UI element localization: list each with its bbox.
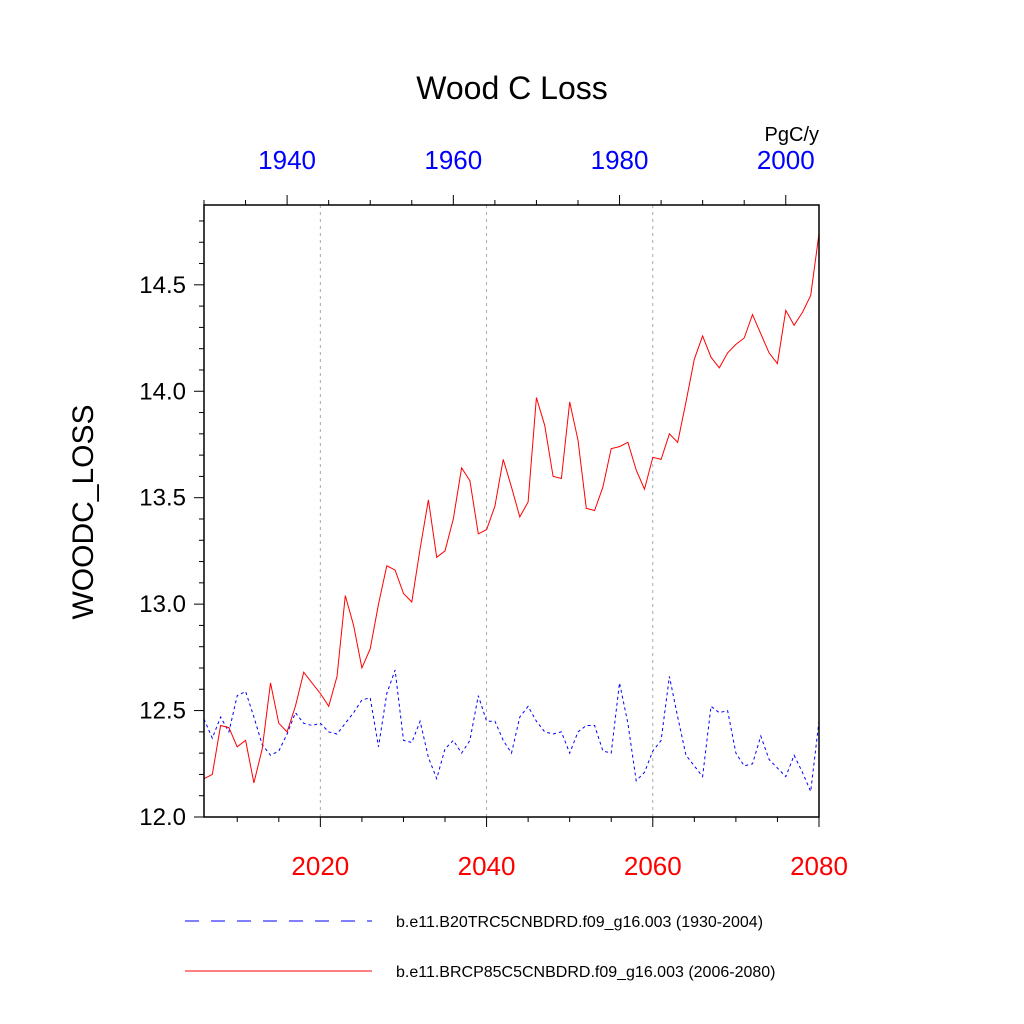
y-axis-label: WOODC_LOSS: [67, 404, 100, 619]
top-tick-label: 2000: [757, 145, 815, 175]
series-line-1: [203, 669, 820, 794]
plot-frame: [203, 204, 820, 818]
top-axis: 1940 1960 1980 2000: [203, 145, 815, 205]
top-tick-label: 1960: [424, 145, 482, 175]
bottom-tick-label: 2020: [291, 851, 349, 881]
bottom-axis: 2020 2040 2060 2080: [236, 817, 848, 881]
bottom-tick-label: 2040: [458, 851, 516, 881]
y-axis: 12.0 12.5 13.0 13.5 14.0 14.5: [139, 220, 204, 831]
legend: b.e11.B20TRC5CNBDRD.f09_g16.003 (1930-20…: [185, 914, 775, 981]
y-tick-label: 13.5: [139, 485, 186, 512]
y-tick-label: 14.0: [139, 378, 186, 405]
y-tick-label: 14.5: [139, 272, 186, 299]
bottom-tick-label: 2080: [790, 851, 848, 881]
top-tick-label: 1940: [258, 145, 316, 175]
series-group: [203, 233, 820, 794]
y-tick-label: 13.0: [139, 591, 186, 618]
units-label: PgC/y: [765, 124, 819, 146]
chart-title: Wood C Loss: [416, 70, 608, 106]
legend-label-1: b.e11.B20TRC5CNBDRD.f09_g16.003 (1930-20…: [396, 914, 763, 931]
y-tick-label: 12.5: [139, 698, 186, 725]
series-line-2: [203, 233, 820, 784]
bottom-tick-label: 2060: [624, 851, 682, 881]
top-tick-label: 1980: [591, 145, 649, 175]
y-tick-label: 12.0: [139, 804, 186, 831]
legend-label-2: b.e11.BRCP85C5CNBDRD.f09_g16.003 (2006-2…: [396, 964, 775, 981]
